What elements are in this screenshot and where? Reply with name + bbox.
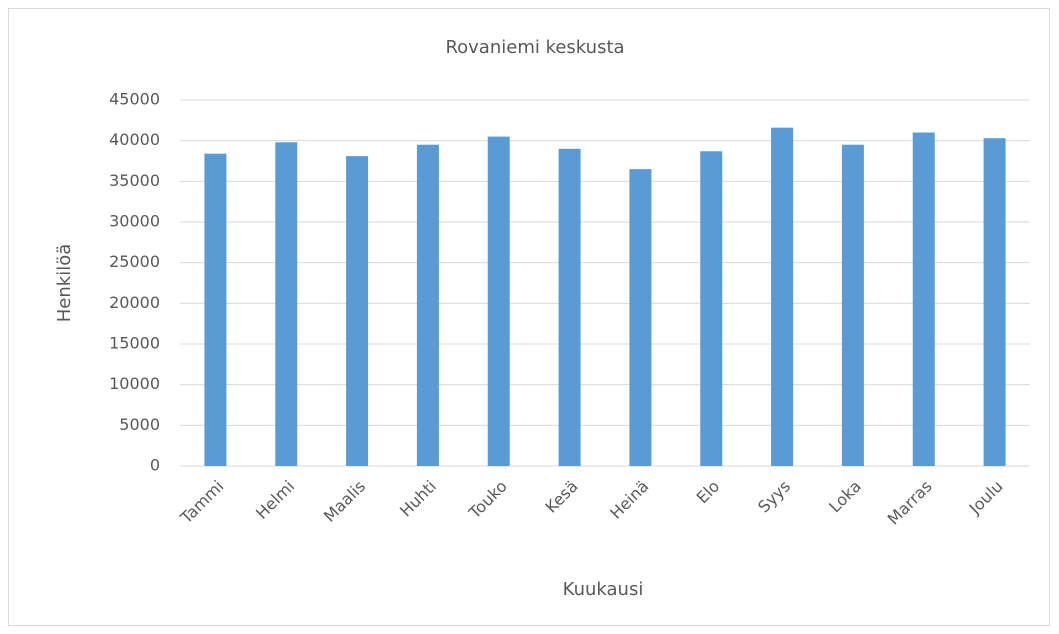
bar — [558, 148, 581, 467]
x-axis-label: Kuukausi — [563, 579, 644, 600]
chart-title: Rovaniemi keskusta — [445, 37, 624, 58]
bar — [346, 156, 369, 466]
bar — [912, 132, 935, 467]
bar — [983, 138, 1006, 466]
bar — [841, 144, 864, 466]
bar — [204, 153, 227, 466]
bar — [275, 142, 298, 466]
y-tick-label: 45000 — [109, 90, 160, 109]
y-axis-label: Henkilöä — [54, 244, 75, 323]
y-tick-label: 0 — [150, 456, 160, 475]
y-tick-label: 40000 — [109, 130, 160, 149]
bar — [771, 127, 794, 467]
y-tick-label: 10000 — [109, 374, 160, 393]
bar — [629, 169, 652, 466]
y-tick-label: 30000 — [109, 212, 160, 231]
y-tick-label: 15000 — [109, 334, 160, 353]
bar — [700, 151, 723, 467]
y-tick-label: 5000 — [119, 415, 160, 434]
y-tick-label: 20000 — [109, 293, 160, 312]
y-tick-label: 35000 — [109, 171, 160, 190]
bar — [487, 136, 510, 466]
bar — [416, 144, 439, 466]
y-tick-label: 25000 — [109, 252, 160, 271]
chart-frame — [8, 8, 1050, 626]
